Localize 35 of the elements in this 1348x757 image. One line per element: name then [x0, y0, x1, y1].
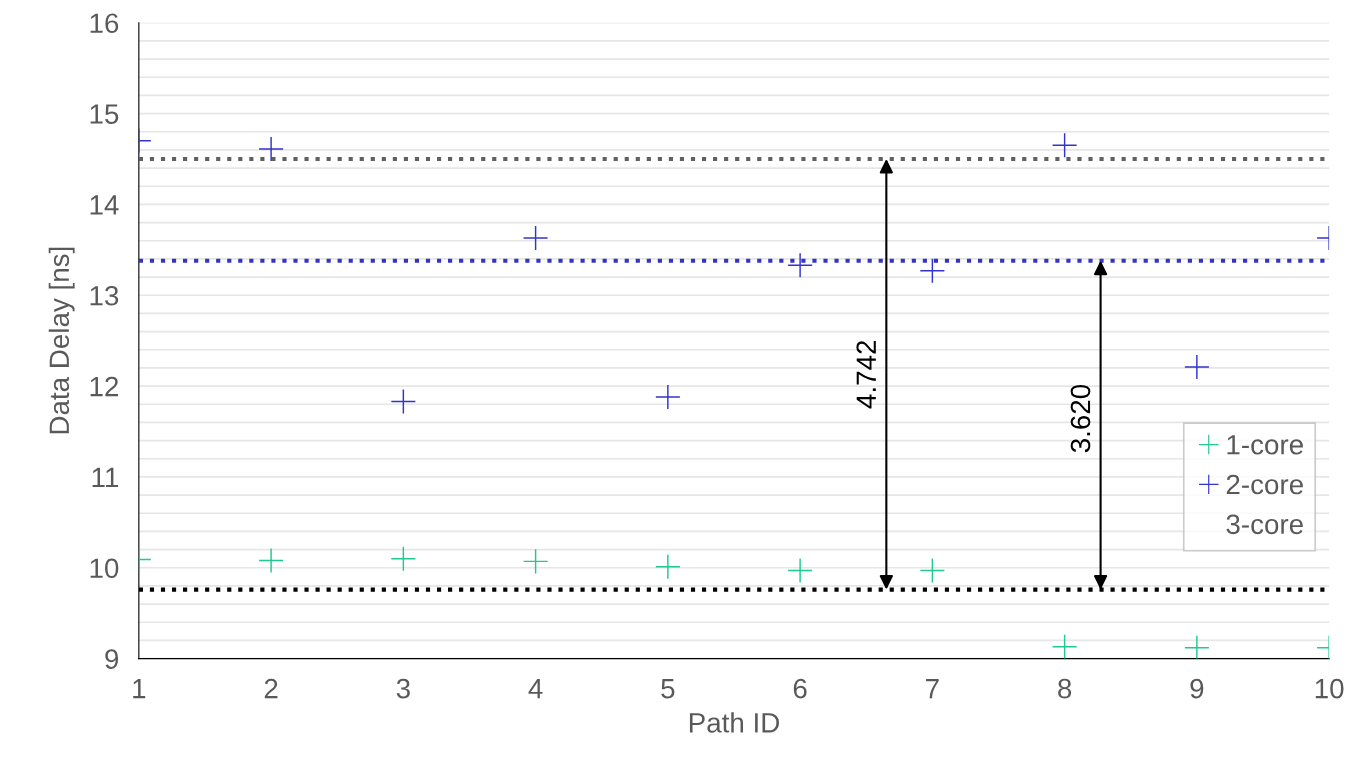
x-tick-label: 1 — [133, 679, 146, 699]
x-tick-label: 2 — [264, 678, 278, 699]
point — [1184, 635, 1209, 659]
point — [259, 548, 284, 573]
point — [1052, 634, 1077, 659]
point — [788, 253, 813, 278]
y-tick-label: 13 — [90, 285, 119, 306]
legend-label: 2-core — [1226, 474, 1303, 495]
point — [259, 136, 284, 162]
x-axis-title: Path ID — [689, 712, 779, 733]
point — [788, 558, 813, 583]
y-axis-title: Data Delay [ns] — [48, 247, 75, 434]
text: 3-core — [1226, 514, 1303, 535]
y-tick-label: 12 — [90, 376, 119, 397]
y-tick-label: 11 — [92, 467, 119, 487]
y-tick-label: 14 — [90, 195, 119, 215]
x-tick-label: 9 — [1190, 678, 1204, 699]
x-tick-label: 5 — [661, 679, 675, 699]
x-tick-label: 3 — [396, 678, 410, 699]
point — [655, 384, 680, 409]
y-tick-label: 10 — [90, 558, 119, 579]
x-tick-label: 6 — [793, 678, 807, 699]
y-tick-label: 15 — [90, 104, 119, 124]
x-tick-label: 4 — [528, 679, 543, 699]
x-tick-label: 7 — [926, 679, 939, 699]
legend-label: 1-core — [1227, 435, 1303, 455]
annotation: 3.620 — [1070, 384, 1091, 453]
y-tick-label: 9 — [105, 649, 119, 669]
y-tick-label: 16 — [90, 13, 119, 34]
annotation: 4.742 — [856, 340, 876, 409]
point — [1184, 354, 1209, 380]
x-tick-label: 8 — [1058, 678, 1072, 699]
point — [523, 225, 548, 251]
x-tick-label: 10 — [1315, 678, 1344, 699]
point — [655, 554, 680, 579]
